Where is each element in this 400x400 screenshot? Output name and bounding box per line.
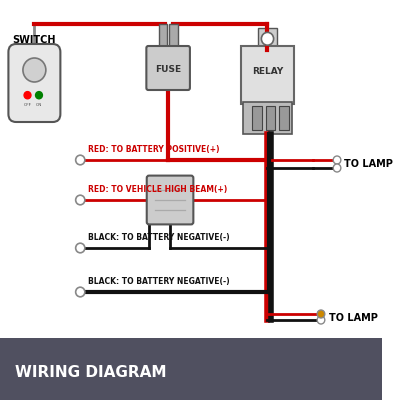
Text: ON: ON xyxy=(36,103,42,107)
Text: BLACK: TO BATTERY NEGATIVE(-): BLACK: TO BATTERY NEGATIVE(-) xyxy=(88,277,230,286)
FancyBboxPatch shape xyxy=(266,106,275,130)
Text: OFF: OFF xyxy=(24,103,32,107)
FancyBboxPatch shape xyxy=(279,106,288,130)
Circle shape xyxy=(261,32,274,45)
FancyBboxPatch shape xyxy=(252,106,262,130)
Circle shape xyxy=(24,92,31,99)
FancyBboxPatch shape xyxy=(0,338,382,400)
Circle shape xyxy=(76,195,85,205)
FancyBboxPatch shape xyxy=(243,102,292,134)
Text: TO LAMP: TO LAMP xyxy=(329,313,378,323)
Text: FUSE: FUSE xyxy=(155,66,181,74)
Circle shape xyxy=(76,287,85,297)
Text: SWITCH: SWITCH xyxy=(13,35,56,45)
Circle shape xyxy=(333,156,341,164)
FancyBboxPatch shape xyxy=(146,46,190,90)
Circle shape xyxy=(76,155,85,165)
Circle shape xyxy=(317,316,325,324)
FancyBboxPatch shape xyxy=(169,24,178,48)
Text: RED: TO VEHICLE HIGH BEAM(+): RED: TO VEHICLE HIGH BEAM(+) xyxy=(88,185,227,194)
Circle shape xyxy=(76,243,85,253)
Circle shape xyxy=(36,92,42,99)
FancyBboxPatch shape xyxy=(8,44,60,122)
Text: BLACK: TO BATTERY NEGATIVE(-): BLACK: TO BATTERY NEGATIVE(-) xyxy=(88,233,230,242)
FancyBboxPatch shape xyxy=(258,28,277,50)
Text: RED: TO BATTERY POSITIVE(+): RED: TO BATTERY POSITIVE(+) xyxy=(88,145,219,154)
FancyBboxPatch shape xyxy=(158,24,167,48)
Circle shape xyxy=(317,310,325,318)
FancyBboxPatch shape xyxy=(147,176,193,224)
Circle shape xyxy=(333,164,341,172)
Text: RELAY: RELAY xyxy=(252,68,283,76)
Text: WIRING DIAGRAM: WIRING DIAGRAM xyxy=(15,365,167,380)
FancyBboxPatch shape xyxy=(241,46,294,104)
Text: TO LAMP: TO LAMP xyxy=(344,159,393,169)
Circle shape xyxy=(23,58,46,82)
